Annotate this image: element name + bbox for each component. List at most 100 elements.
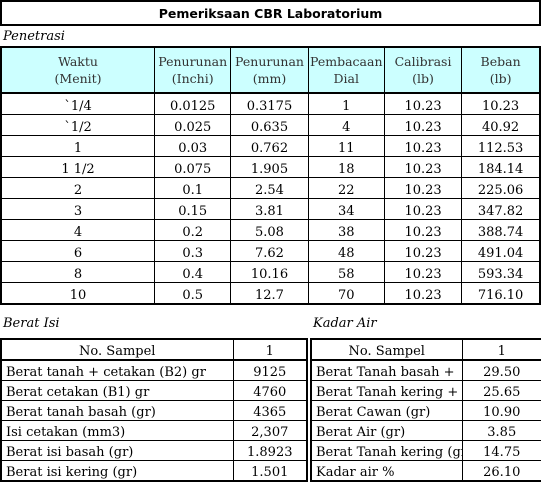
row-value: 26.10 [461, 460, 541, 482]
row-value: 14.75 [461, 440, 541, 461]
row-value: 10.90 [461, 400, 541, 421]
table-row: 3 0.15 3.81 34 10.23 347.82 [0, 198, 541, 220]
cell-inchi: 0.075 [154, 156, 232, 178]
cell-calibrasi: 10.23 [383, 114, 463, 136]
cell-waktu: 1 [0, 135, 156, 157]
cell-dial: 18 [307, 156, 385, 178]
table-row: Berat Cawan (gr) 10.90 [310, 400, 541, 421]
cell-calibrasi: 10.23 [383, 240, 463, 262]
cell-waktu: 6 [0, 240, 156, 262]
header-calibrasi: Calibrasi (lb) [383, 46, 463, 94]
cell-inchi: 0.5 [154, 282, 232, 305]
header-penurunan-inchi: Penurunan (Inchi) [154, 46, 232, 94]
table-row: Berat Tanah kering +25.65 [310, 380, 541, 401]
cell-calibrasi: 10.23 [383, 177, 463, 199]
header-beban: Beban (lb) [461, 46, 541, 94]
cell-inchi: 0.03 [154, 135, 232, 157]
cell-dial: 34 [307, 198, 385, 220]
row-value: 2,307 [232, 420, 308, 441]
cell-calibrasi: 10.23 [383, 282, 463, 305]
cell-waktu: 10 [0, 282, 156, 305]
cell-mm: 5.08 [230, 219, 309, 241]
cell-mm: 1.905 [230, 156, 309, 178]
row-value: 4365 [232, 400, 308, 421]
cell-beban: 112.53 [461, 135, 541, 157]
row-label: Kadar air % [310, 460, 463, 482]
cell-beban: 593.34 [461, 261, 541, 283]
row-label: Berat isi kering (gr) [0, 460, 234, 482]
cell-mm: 0.762 [230, 135, 309, 157]
cell-inchi: 0.1 [154, 177, 232, 199]
cell-calibrasi: 10.23 [383, 219, 463, 241]
cell-calibrasi: 10.23 [383, 261, 463, 283]
header-penurunan-mm: Penurunan (mm) [230, 46, 309, 94]
table-row: Berat isi kering (gr) 1.501 [0, 460, 308, 482]
table-row: Berat tanah + cetakan (B2) gr 9125 [0, 359, 308, 381]
cell-beban: 10.23 [461, 92, 541, 115]
row-value: 29.50 [461, 359, 541, 381]
cell-calibrasi: 10.23 [383, 156, 463, 178]
cell-waktu: 1 1/2 [0, 156, 156, 178]
cell-waktu: 4 [0, 219, 156, 241]
table-row: Berat Tanah basah +29.50 [310, 359, 541, 381]
penetrasi-header-row: Waktu (Menit) Penurunan (Inchi) Penurunan(… [0, 46, 541, 94]
cell-mm: 0.635 [230, 114, 309, 136]
cell-mm: 0.3175 [230, 92, 309, 115]
cell-dial: 4 [307, 114, 385, 136]
table-row: `1/4 0.0125 0.3175 1 10.23 10.23 [0, 92, 541, 115]
cell-beban: 40.92 [461, 114, 541, 136]
cell-waktu: 3 [0, 198, 156, 220]
row-value: 25.65 [461, 380, 541, 401]
table-row: Berat Air (gr) 3.85 [310, 420, 541, 441]
header-waktu: Waktu (Menit) [0, 46, 156, 94]
cell-dial: 1 [307, 92, 385, 115]
cell-mm: 12.7 [230, 282, 309, 305]
cell-beban: 388.74 [461, 219, 541, 241]
kadar-air-table: No. Sampel 1 Berat Tanah basah +29.50 Be… [310, 338, 541, 482]
table-row: Kadar air % 26.10 [310, 460, 541, 482]
row-label: Berat cetakan (B1) gr [0, 380, 234, 401]
cell-beban: 491.04 [461, 240, 541, 262]
table-row: Berat cetakan (B1) gr 4760 [0, 380, 308, 401]
cell-inchi: 0.15 [154, 198, 232, 220]
cell-dial: 11 [307, 135, 385, 157]
cell-dial: 58 [307, 261, 385, 283]
kadar-air-header-row: No. Sampel 1 [310, 338, 541, 361]
row-label: Berat Air (gr) [310, 420, 463, 441]
cell-inchi: 0.2 [154, 219, 232, 241]
table-row: 8 0.4 10.16 58 10.23 593.34 [0, 261, 541, 283]
table-row: Berat tanah basah (gr) 4365 [0, 400, 308, 421]
header-sampel-1: 1 [461, 338, 541, 361]
row-label: Berat Tanah kering + [310, 380, 463, 401]
row-value: 3.85 [461, 420, 541, 441]
header-pembacaan-dial: Pembacaan Dial [307, 46, 385, 94]
sheet-title: Pemeriksaan CBR Laboratorium [0, 0, 541, 26]
row-label: Berat Tanah kering (gr) [310, 440, 463, 461]
cell-inchi: 0.3 [154, 240, 232, 262]
cell-mm: 2.54 [230, 177, 309, 199]
berat-isi-header-row: No. Sampel 1 [0, 338, 308, 361]
cell-inchi: 0.0125 [154, 92, 232, 115]
header-sampel-1: 1 [232, 338, 308, 361]
row-label: Isi cetakan (mm3) [0, 420, 234, 441]
cell-beban: 184.14 [461, 156, 541, 178]
cell-inchi: 0.4 [154, 261, 232, 283]
table-row: 1 0.03 0.762 11 10.23 112.53 [0, 135, 541, 157]
kadar-air-label: Kadar Air [313, 316, 377, 331]
row-value: 9125 [232, 359, 308, 381]
cell-waktu: 2 [0, 177, 156, 199]
cell-calibrasi: 10.23 [383, 198, 463, 220]
penetrasi-table: Waktu (Menit) Penurunan (Inchi) Penurunan(… [0, 46, 541, 305]
table-row: Berat Tanah kering (gr) 14.75 [310, 440, 541, 461]
table-row: 10 0.5 12.7 70 10.23 716.10 [0, 282, 541, 305]
cell-inchi: 0.025 [154, 114, 232, 136]
cell-dial: 38 [307, 219, 385, 241]
cell-dial: 70 [307, 282, 385, 305]
row-label: Berat tanah basah (gr) [0, 400, 234, 421]
table-row: Isi cetakan (mm3) 2,307 [0, 420, 308, 441]
table-row: 1 1/2 0.075 1.905 18 10.23 184.14 [0, 156, 541, 178]
penetrasi-label: Penetrasi [3, 29, 65, 44]
cell-dial: 48 [307, 240, 385, 262]
table-row: 4 0.2 5.08 38 10.23 388.74 [0, 219, 541, 241]
